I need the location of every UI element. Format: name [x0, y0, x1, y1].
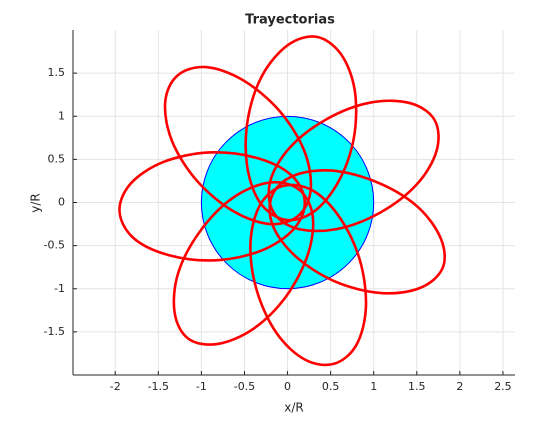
y-tick-label: -1	[54, 282, 65, 295]
x-axis-label: x/R	[284, 401, 303, 415]
planet	[200, 115, 375, 290]
trajectory	[244, 35, 358, 222]
x-tick-label: 2	[456, 380, 463, 393]
trajectory	[267, 99, 440, 233]
x-tick-label: 1.5	[408, 380, 426, 393]
chart-title: Trayectorias	[245, 13, 335, 28]
x-tick-label: -1	[196, 380, 207, 393]
plot-area	[118, 35, 446, 367]
y-tick-label: 0	[58, 196, 65, 209]
x-tick-label: 2.5	[494, 380, 512, 393]
y-tick-label: 1.5	[48, 66, 66, 79]
y-tick-label: -1.5	[44, 325, 65, 338]
x-tick-label: 0.5	[322, 380, 340, 393]
x-tick-label: 1	[370, 380, 377, 393]
x-tick-label: -0.5	[234, 380, 255, 393]
x-tick-label: -1.5	[148, 380, 169, 393]
y-tick-label: 0.5	[48, 152, 66, 165]
y-tick-label: 1	[58, 109, 65, 122]
trajectory	[163, 65, 313, 226]
x-tick-label: -2	[110, 380, 121, 393]
y-axis-label: y/R	[29, 193, 43, 212]
x-tick-label: 0	[284, 380, 291, 393]
trajectory	[172, 180, 315, 346]
trajectory	[268, 169, 446, 295]
trajectory	[118, 151, 307, 262]
trajectory	[249, 183, 368, 367]
y-tick-label: -0.5	[44, 239, 65, 252]
